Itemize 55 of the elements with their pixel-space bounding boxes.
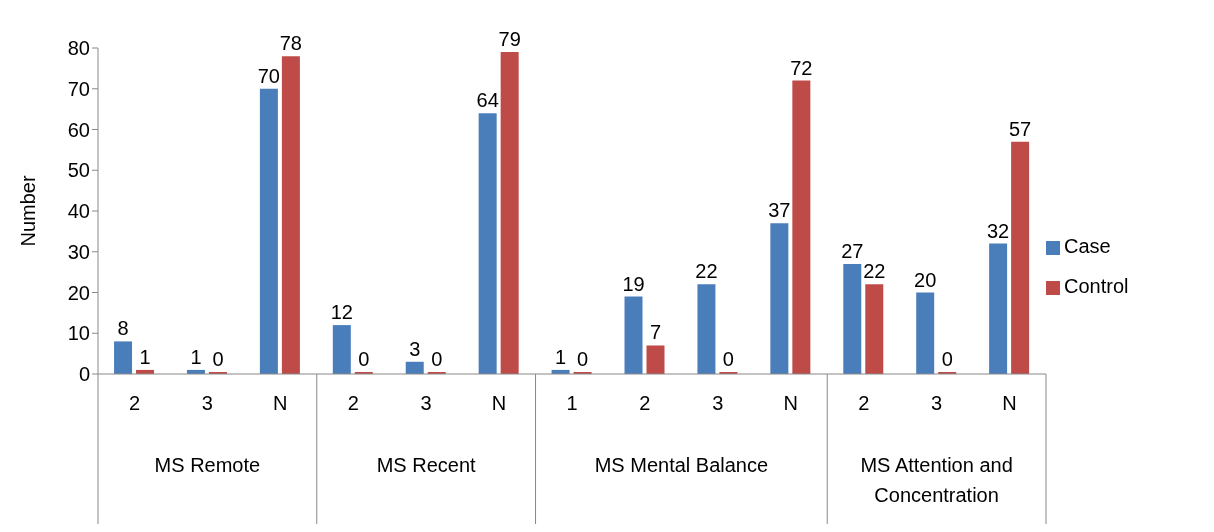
x-tick-label: 2 — [858, 392, 870, 414]
data-label: 32 — [986, 219, 1010, 242]
x-tick-label: 3 — [931, 392, 943, 414]
text: MS Attention and Concentration — [860, 454, 1013, 506]
y-tick-label: 10 — [67, 322, 90, 345]
data-label: 22 — [863, 260, 886, 283]
data-label: 1 — [555, 345, 567, 368]
data-label: 1 — [190, 345, 202, 368]
x-tick-label: 3 — [420, 392, 432, 414]
legend-label: Case — [1064, 235, 1111, 257]
y-tick-label: 0 — [78, 363, 90, 386]
x-tick-label: N — [491, 392, 507, 414]
data-label: 20 — [914, 268, 937, 291]
x-tick-label: 2 — [347, 392, 359, 414]
y-tick-label: 30 — [67, 240, 90, 263]
data-label: 37 — [768, 199, 791, 222]
data-label: 12 — [330, 301, 353, 324]
x-tick-label: 2 — [639, 392, 651, 414]
data-label: 0 — [212, 348, 224, 370]
x-tick-label: 3 — [201, 392, 213, 414]
x-tick-label: N — [783, 392, 798, 414]
data-label: 0 — [577, 348, 589, 370]
y-axis-title: Number — [17, 175, 40, 247]
data-label: 8 — [117, 317, 129, 340]
x-tick-label: 2 — [128, 392, 141, 414]
data-label: 78 — [279, 32, 303, 55]
data-label: 0 — [358, 348, 370, 370]
y-tick-label: 20 — [67, 281, 90, 304]
legend-label: Control — [1064, 275, 1129, 297]
data-label: 72 — [790, 56, 813, 79]
data-label: 0 — [431, 348, 443, 370]
x-tick-label: N — [273, 392, 288, 414]
x-tick-label: 3 — [712, 392, 724, 414]
data-label: 79 — [498, 28, 521, 51]
y-tick-label: 80 — [67, 37, 90, 60]
data-label: 64 — [476, 89, 499, 112]
data-label: 27 — [841, 239, 864, 262]
data-label: 70 — [257, 64, 281, 87]
data-label: 0 — [941, 348, 953, 370]
x-tick-label: 1 — [566, 392, 578, 414]
data-label: 1 — [139, 345, 151, 368]
text: MS Recent — [376, 454, 477, 476]
y-tick-label: 60 — [67, 118, 90, 141]
x-tick-label: N — [1002, 392, 1017, 414]
data-label: 3 — [409, 337, 421, 360]
data-label: 7 — [649, 321, 662, 344]
data-label: 19 — [622, 272, 645, 295]
y-tick-label: 70 — [67, 77, 90, 100]
y-tick-label: 50 — [67, 159, 90, 182]
text: MS Remote — [154, 454, 261, 476]
data-label: 57 — [1008, 117, 1032, 140]
y-tick-label: 40 — [67, 200, 90, 223]
data-label: 0 — [722, 348, 734, 370]
text: MS Mental Balance — [594, 454, 769, 476]
data-label: 22 — [695, 260, 718, 283]
